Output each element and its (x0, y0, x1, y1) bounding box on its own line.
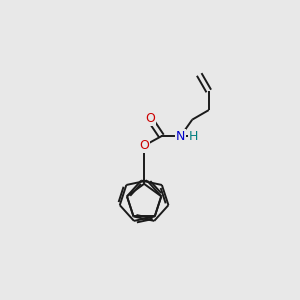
Text: N: N (176, 130, 185, 143)
Text: O: O (139, 139, 149, 152)
Text: O: O (145, 112, 155, 125)
Text: H: H (189, 130, 198, 143)
